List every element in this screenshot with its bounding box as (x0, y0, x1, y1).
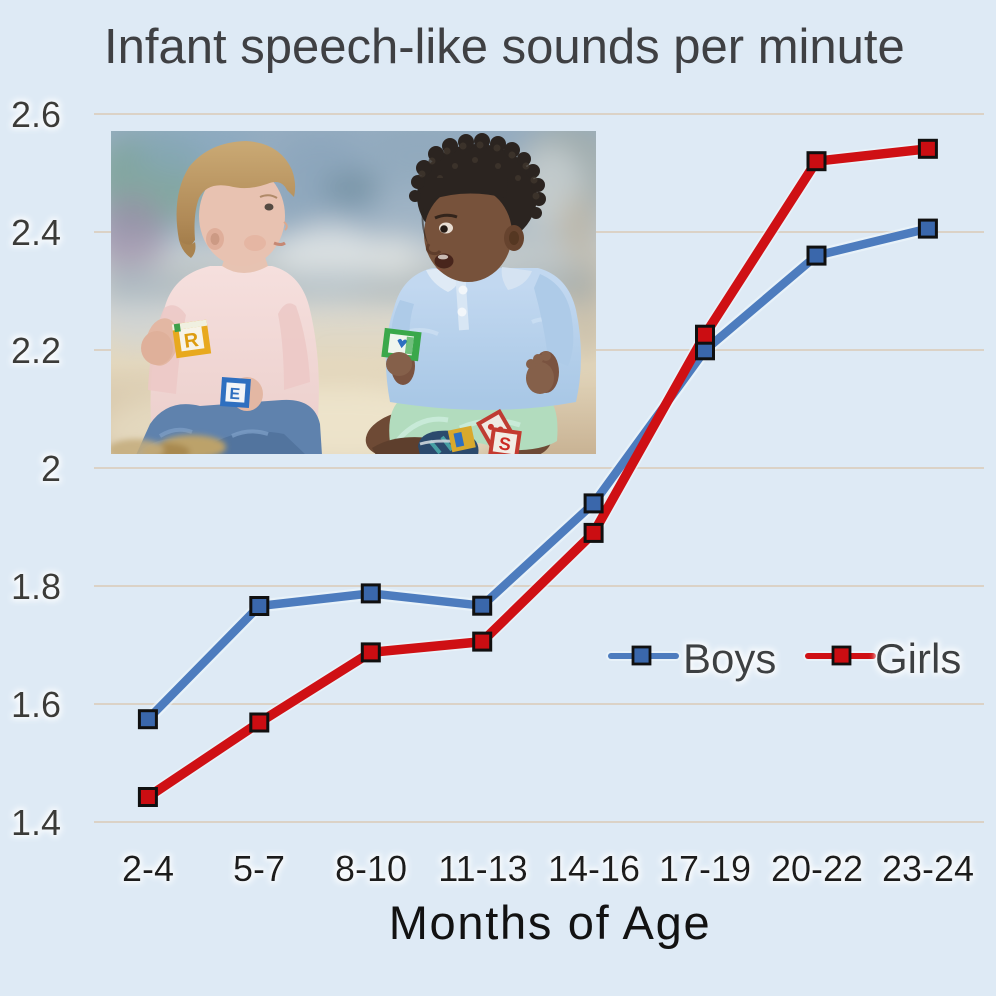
svg-text:8-10: 8-10 (335, 848, 407, 889)
svg-text:23-24: 23-24 (882, 848, 974, 889)
svg-text:5-7: 5-7 (233, 848, 285, 889)
svg-text:E: E (229, 386, 241, 404)
svg-text:14-16: 14-16 (548, 848, 640, 889)
svg-text:11-13: 11-13 (438, 848, 527, 889)
svg-text:Boys: Boys (683, 635, 776, 682)
svg-text:1.4: 1.4 (11, 802, 61, 843)
svg-text:R: R (183, 329, 201, 353)
svg-text:S: S (498, 433, 513, 454)
svg-text:Girls: Girls (875, 635, 961, 682)
svg-text:1.6: 1.6 (11, 684, 61, 725)
svg-text:2-4: 2-4 (122, 848, 174, 889)
svg-text:2.2: 2.2 (11, 330, 61, 371)
svg-text:20-22: 20-22 (771, 848, 863, 889)
svg-text:Infant speech-like sounds per: Infant speech-like sounds per minute (104, 20, 905, 74)
svg-text:Months of Age: Months of Age (389, 896, 712, 949)
svg-text:1.8: 1.8 (11, 566, 61, 607)
svg-text:2: 2 (41, 448, 61, 489)
svg-text:2.6: 2.6 (11, 94, 61, 135)
svg-text:2.4: 2.4 (11, 212, 61, 253)
svg-text:17-19: 17-19 (659, 848, 751, 889)
